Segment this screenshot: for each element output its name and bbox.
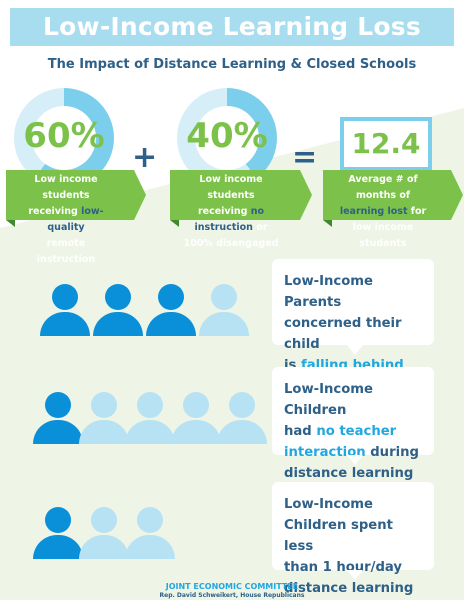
banner-line: Low income students	[199, 174, 263, 201]
banner-line: Low income students	[34, 174, 98, 201]
stat-banner-low-quality: Low income students receiving low-qualit…	[6, 170, 146, 265]
footer-org: JOINT ECONOMIC COMMITTEE	[165, 582, 299, 591]
page-subtitle: The Impact of Distance Learning & Closed…	[47, 57, 417, 72]
speech-bubble-no-teacher: Low-Income Children had no teacher inter…	[272, 367, 434, 481]
banner-line: receiving low-quality	[28, 206, 104, 233]
person-icon	[79, 507, 129, 559]
speech-bubble-parents: Low-Income Parents concerned their child…	[272, 259, 434, 373]
title-bar	[10, 8, 454, 46]
person-icon	[93, 284, 143, 336]
banner-line: remote instruction	[36, 238, 96, 265]
banner-line: receiving no instruction or	[194, 206, 268, 233]
page-title: Low-Income Learning Loss	[43, 12, 421, 41]
months-lost-box	[340, 117, 432, 171]
person-icon	[125, 507, 175, 559]
person-icon	[146, 284, 196, 336]
stat-banner-months-lost: Average # of months of learning lost for…	[323, 170, 463, 249]
footer-credit: Rep. David Schweikert, House Republicans	[159, 592, 305, 599]
stat-value-no-instruction: 40%	[186, 116, 268, 156]
equals-operator: =	[292, 140, 318, 175]
stat-banner-no-instruction: Low income students receiving no instruc…	[170, 170, 312, 249]
person-icon	[171, 392, 221, 444]
stat-value-low-quality: 60%	[23, 116, 105, 156]
banner-line: students	[359, 238, 407, 249]
speech-bubble-less-than-hour: Low-Income Children spent less than 1 ho…	[272, 482, 434, 596]
person-icon	[217, 392, 267, 444]
person-icon	[33, 507, 83, 559]
banner-line: 100% disengaged	[183, 238, 279, 249]
banner-line: learning lost for low income	[339, 206, 427, 233]
person-icon	[125, 392, 175, 444]
banner-line: Average # of months of	[348, 174, 418, 201]
person-icon	[33, 392, 83, 444]
stat-value-months-lost: 12.4	[351, 127, 421, 160]
plus-operator: +	[132, 140, 158, 175]
person-icon	[199, 284, 249, 336]
person-icon	[40, 284, 90, 336]
person-icon	[79, 392, 129, 444]
